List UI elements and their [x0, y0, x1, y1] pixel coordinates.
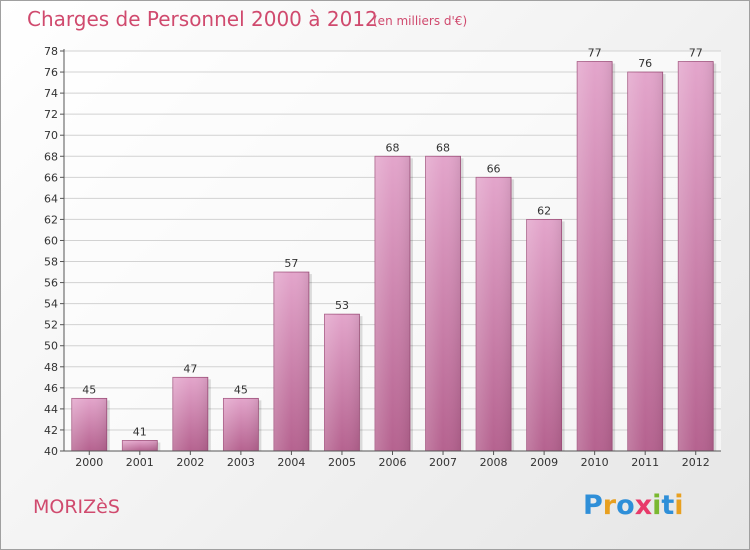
- bar-highlight: [627, 72, 663, 451]
- y-tick-label: 74: [44, 87, 58, 100]
- x-tick-label-2000: 2000: [75, 456, 103, 469]
- bar-highlight: [273, 272, 309, 451]
- chart-subtitle: (en milliers d'€): [373, 14, 468, 28]
- bar-highlight: [324, 314, 360, 451]
- y-tick-label: 44: [44, 403, 58, 416]
- y-tick-label: 78: [44, 45, 58, 58]
- y-tick-label: 60: [44, 234, 58, 247]
- y-tick-label: 52: [44, 319, 58, 332]
- town-name: MORIZèS: [33, 496, 120, 518]
- y-tick-label: 46: [44, 382, 58, 395]
- y-tick-label: 68: [44, 150, 58, 163]
- y-tick-label: 64: [44, 192, 58, 205]
- x-tick-label-2008: 2008: [480, 456, 508, 469]
- y-tick-label: 40: [44, 445, 58, 458]
- data-label-2005: 53: [335, 299, 349, 312]
- x-tick-label-2004: 2004: [277, 456, 305, 469]
- bar-highlight: [375, 156, 410, 451]
- bar-highlight: [223, 398, 259, 451]
- x-tick-label-2009: 2009: [530, 456, 558, 469]
- bar-highlight: [476, 177, 512, 451]
- x-tick-label-2001: 2001: [126, 456, 154, 469]
- y-tick-label: 56: [44, 277, 58, 290]
- data-label-2003: 45: [234, 383, 248, 396]
- bar-highlight: [425, 156, 461, 451]
- data-label-2000: 45: [82, 383, 96, 396]
- logo-letter: P: [583, 490, 603, 521]
- y-tick-label: 48: [44, 361, 58, 374]
- logo-letter: o: [616, 490, 635, 521]
- x-tick-label-2005: 2005: [328, 456, 356, 469]
- data-label-2004: 57: [284, 257, 298, 270]
- bar-highlight: [71, 398, 107, 451]
- proxiti-logo[interactable]: Proxiti: [583, 490, 684, 521]
- bar-highlight: [122, 440, 158, 451]
- x-tick-label-2007: 2007: [429, 456, 457, 469]
- data-label-2007: 68: [436, 141, 450, 154]
- chart-title: Charges de Personnel 2000 à 2012: [27, 7, 378, 31]
- data-label-2008: 66: [487, 162, 501, 175]
- bar-highlight: [172, 377, 208, 451]
- y-tick-label: 62: [44, 213, 58, 226]
- data-label-2009: 62: [537, 204, 551, 217]
- logo-letter: x: [634, 490, 653, 521]
- data-label-2001: 41: [133, 425, 147, 438]
- y-tick-label: 58: [44, 256, 58, 269]
- y-tick-label: 66: [44, 171, 58, 184]
- bar-highlight: [678, 61, 714, 452]
- x-tick-label-2012: 2012: [682, 456, 710, 469]
- data-label-2011: 76: [638, 57, 652, 70]
- y-tick-label: 54: [44, 298, 58, 311]
- data-label-2010: 77: [588, 47, 602, 60]
- y-tick-label: 50: [44, 340, 58, 353]
- x-tick-label-2006: 2006: [379, 456, 407, 469]
- labels-layer: 45 41 47 45 57 53 68 68 66 62 77 76 77: [82, 47, 702, 439]
- logo-letter: i: [652, 490, 662, 521]
- x-tick-label-2003: 2003: [227, 456, 255, 469]
- logo-letter: t: [661, 490, 675, 521]
- bars-layer: [71, 61, 717, 452]
- data-label-2012: 77: [689, 47, 703, 60]
- x-tick-label-2010: 2010: [581, 456, 609, 469]
- data-label-2002: 47: [183, 362, 197, 375]
- y-tick-label: 70: [44, 129, 58, 142]
- bar-highlight: [526, 219, 562, 451]
- y-tick-label: 72: [44, 108, 58, 121]
- data-label-2006: 68: [386, 141, 400, 154]
- axis-layer: 40 42 44 46 48 50 52 54 56 58 60 62 64 66 68 70 72 74 76 78…: [44, 45, 721, 469]
- bar-highlight: [577, 61, 613, 452]
- x-tick-label-2002: 2002: [176, 456, 204, 469]
- logo-letter: i: [674, 490, 684, 521]
- logo-letter: r: [602, 490, 617, 521]
- x-tick-label-2011: 2011: [631, 456, 659, 469]
- y-tick-label: 76: [44, 66, 58, 79]
- y-tick-label: 42: [44, 424, 58, 437]
